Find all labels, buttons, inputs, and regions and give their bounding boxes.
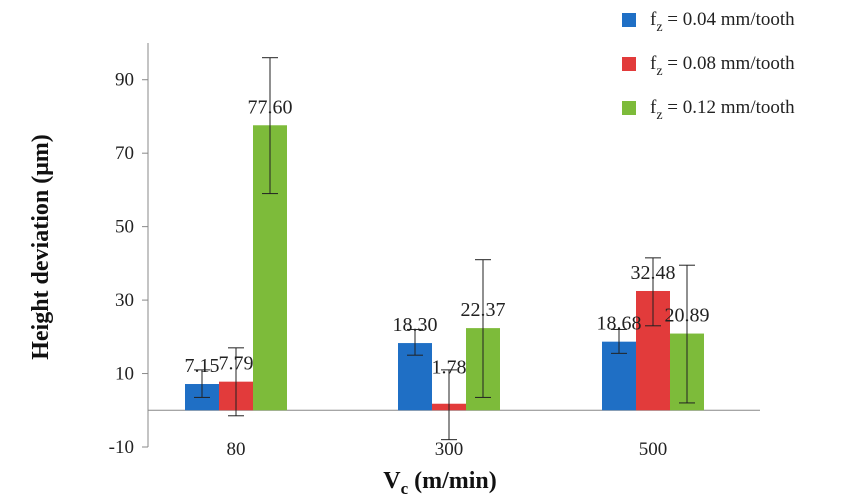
y-tick-label: 90 bbox=[115, 70, 134, 91]
legend-swatch bbox=[622, 13, 636, 27]
x-tick-label: 80 bbox=[227, 439, 246, 460]
data-labels: 7.15 18.30 18.68 7.79 1.78 32.48 77.60 22.37 20.… bbox=[185, 96, 710, 378]
y-tick-label: 70 bbox=[115, 143, 134, 164]
axes: -10 10 30 50 70 90 80 300 500 bbox=[109, 43, 760, 460]
x-tick-label: 300 bbox=[435, 439, 464, 460]
data-label: 22.37 bbox=[461, 299, 506, 321]
bars bbox=[185, 125, 704, 411]
legend-entry: fz = 0.08 mm/tooth bbox=[650, 53, 795, 79]
y-tick-label: 50 bbox=[115, 217, 134, 238]
legend: fz = 0.04 mm/tooth fz = 0.08 mm/tooth fz =… bbox=[622, 9, 795, 123]
data-label: 77.60 bbox=[248, 96, 293, 118]
y-tick-label: 10 bbox=[115, 364, 134, 385]
y-tick-label: 30 bbox=[115, 290, 134, 311]
legend-entry: fz = 0.04 mm/tooth bbox=[650, 9, 795, 35]
data-label: 18.30 bbox=[393, 314, 438, 336]
error-bars bbox=[194, 57, 695, 441]
data-label: 7.79 bbox=[219, 353, 254, 375]
x-axis-title: Vc (m/min) bbox=[383, 468, 497, 498]
data-label: 18.68 bbox=[597, 313, 642, 335]
y-axis-title: Height deviation (μm) bbox=[28, 134, 54, 360]
x-tick-label: 500 bbox=[639, 439, 668, 460]
data-label: 20.89 bbox=[665, 305, 710, 327]
data-label: 32.48 bbox=[631, 262, 676, 284]
legend-swatch bbox=[622, 57, 636, 71]
legend-swatch bbox=[622, 101, 636, 115]
data-label: 1.78 bbox=[432, 357, 467, 379]
y-tick-label: -10 bbox=[109, 437, 134, 458]
legend-entry: fz = 0.12 mm/tooth bbox=[650, 97, 795, 123]
data-label: 7.15 bbox=[185, 355, 220, 377]
